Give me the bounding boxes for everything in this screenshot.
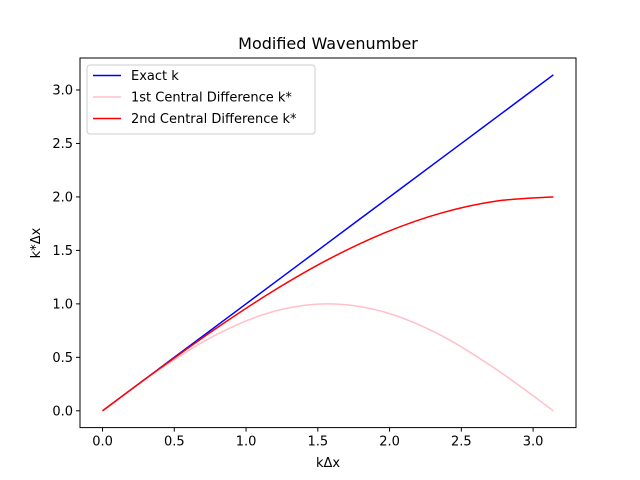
- legend-box: [86, 64, 316, 135]
- legend-label-3: 2nd Central Difference k*: [131, 112, 297, 127]
- x-tick-label: 2.0: [379, 435, 400, 450]
- y-tick-label: 0.0: [52, 404, 73, 419]
- y-tick-label: 3.0: [52, 83, 73, 98]
- x-tick-label: 0.5: [164, 435, 185, 450]
- x-axis-label: kΔx: [316, 456, 340, 471]
- series-line-3: [102, 196, 554, 412]
- y-tick-label: 0.5: [52, 351, 73, 366]
- x-tick-label: 2.5: [451, 435, 472, 450]
- y-tick-label: 2.5: [52, 137, 73, 152]
- legend-label-2: 1st Central Difference k*: [131, 91, 292, 106]
- x-tick-label: 1.0: [236, 435, 257, 450]
- x-tick-label: 3.0: [523, 435, 544, 450]
- y-axis-ticks: 0.0 0.5 1.0 1.5 2.0 2.5 3.0: [52, 83, 80, 419]
- series-lines: [102, 74, 554, 412]
- y-axis-label: k*Δx: [29, 227, 44, 258]
- axes-frame: [79, 57, 577, 429]
- x-tick-label: 1.5: [307, 435, 328, 450]
- series-line-2: [102, 303, 554, 412]
- y-tick-label: 1.5: [52, 244, 73, 259]
- y-tick-label: 1.0: [52, 297, 73, 312]
- y-tick-label: 2.0: [52, 190, 73, 205]
- x-tick-label: 0.0: [92, 435, 113, 450]
- x-axis-ticks: 0.0 0.5 1.0 1.5 2.0 2.5 3.0: [92, 427, 544, 450]
- legend: Exact k 1st Central Difference k* 2nd Cent…: [86, 64, 316, 135]
- legend-label-1: Exact k: [131, 69, 179, 84]
- plot-area: [79, 57, 577, 429]
- chart-title: Modified Wavenumber: [238, 34, 418, 53]
